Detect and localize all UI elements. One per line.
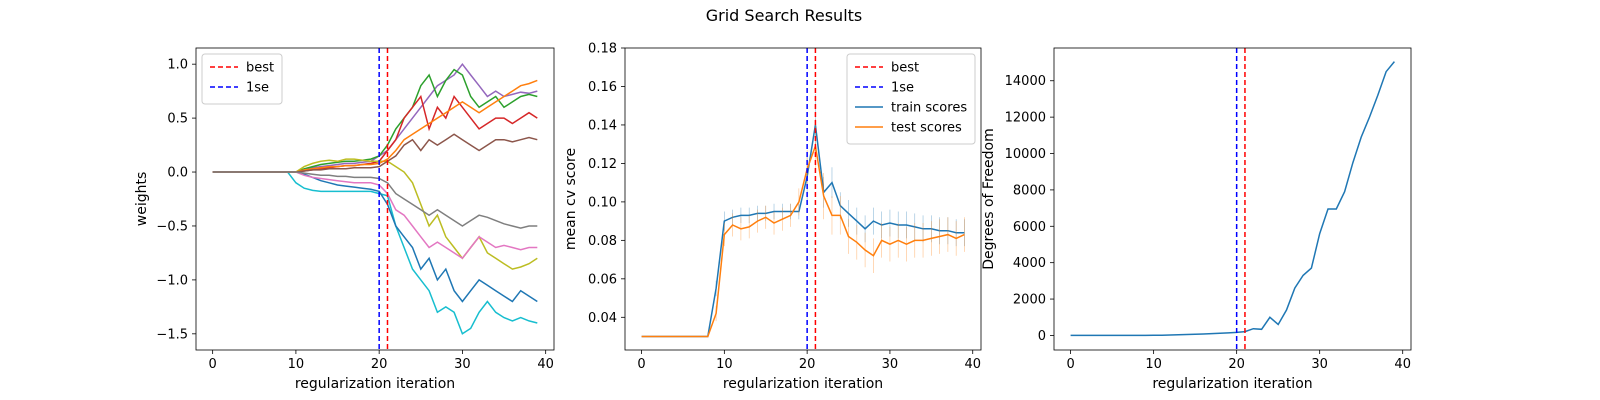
x-axis-label: regularization iteration <box>723 376 883 392</box>
x-tick-label: 40 <box>964 357 981 372</box>
y-tick-label: 8000 <box>1013 183 1046 198</box>
y-tick-label: 6000 <box>1013 220 1046 235</box>
legend-label: best <box>891 61 919 76</box>
y-tick-label: 0 <box>1038 329 1046 344</box>
y-tick-label: 0.14 <box>588 118 617 133</box>
series-line-5 <box>212 171 538 303</box>
y-tick-label: 4000 <box>1013 256 1046 271</box>
axes-frame <box>195 47 555 351</box>
y-axis-label: mean cv score <box>563 148 579 250</box>
figure-title: Grid Search Results <box>706 6 863 25</box>
y-tick-label: 1.0 <box>167 58 188 73</box>
y-tick-label: 0.0 <box>167 166 188 181</box>
x-tick-label: 10 <box>716 357 733 372</box>
x-tick-label: 40 <box>537 357 554 372</box>
y-tick-label: 0.06 <box>588 272 617 287</box>
weights-plot: 0 10 20 30 40 −1.5 −1.0 −0.5 0.0 0.5 1.0 regulariza… <box>134 47 555 392</box>
legend: best 1se <box>201 53 283 105</box>
y-tick-label: −1.5 <box>156 327 188 342</box>
x-tick-label: 20 <box>371 357 388 372</box>
plot-area <box>1070 61 1395 337</box>
axes-frame <box>1053 47 1412 351</box>
series-line-6 <box>212 171 538 260</box>
y-axis-label: Degrees of Freedom <box>981 128 997 269</box>
series-line-0 <box>1070 61 1395 337</box>
y-tick-label: 12000 <box>1005 111 1046 126</box>
x-tick-label: 20 <box>799 357 816 372</box>
x-tick-label: 0 <box>1066 357 1074 372</box>
x-tick-label: 30 <box>1311 357 1328 372</box>
y-tick-label: 0.18 <box>588 42 617 57</box>
legend-label: best <box>246 61 274 76</box>
plot-area <box>212 62 538 335</box>
legend-label: 1se <box>246 81 269 96</box>
series-line-train-scores <box>641 124 965 338</box>
series-line-4 <box>212 158 538 270</box>
x-tick-label: 10 <box>288 357 305 372</box>
y-axis-label: weights <box>134 172 150 227</box>
series-line-9 <box>212 171 538 229</box>
legend-label: test scores <box>891 121 962 136</box>
y-tick-label: 14000 <box>1005 74 1046 89</box>
legend: best 1se train scores test scores <box>846 53 976 145</box>
y-tick-label: 0.12 <box>588 157 617 172</box>
series-line-8 <box>212 133 538 173</box>
x-tick-label: 30 <box>454 357 471 372</box>
x-tick-label: 40 <box>1394 357 1411 372</box>
y-tick-label: 0.5 <box>167 112 188 127</box>
x-tick-label: 30 <box>882 357 899 372</box>
x-tick-label: 10 <box>1145 357 1162 372</box>
x-tick-label: 20 <box>1228 357 1245 372</box>
legend-box <box>846 53 976 145</box>
y-tick-label: −0.5 <box>156 219 188 234</box>
y-tick-label: 0.08 <box>588 234 617 249</box>
x-axis-label: regularization iteration <box>295 376 455 392</box>
y-tick-label: 2000 <box>1013 293 1046 308</box>
plot-area <box>641 94 965 338</box>
axes-frame <box>624 47 982 351</box>
y-tick-label: 0.16 <box>588 80 617 95</box>
x-tick-label: 0 <box>637 357 645 372</box>
y-tick-label: −1.0 <box>156 273 188 288</box>
legend-label: train scores <box>891 101 967 116</box>
dof-plot: 0 10 20 30 40 0 2000 4000 6000 8000 10000 12000 1400… <box>981 47 1412 392</box>
y-tick-label: 10000 <box>1005 147 1046 162</box>
y-tick-label: 0.10 <box>588 195 617 210</box>
cv-score-plot: 0 10 20 30 40 0.04 0.06 0.08 0.10 0.12 0.14 0.16 0.1… <box>563 42 982 392</box>
x-axis-label: regularization iteration <box>1152 376 1312 392</box>
legend-label: 1se <box>891 81 914 96</box>
x-tick-label: 0 <box>209 357 217 372</box>
y-tick-label: 0.04 <box>588 311 617 326</box>
series-line-test-scores <box>641 143 965 338</box>
